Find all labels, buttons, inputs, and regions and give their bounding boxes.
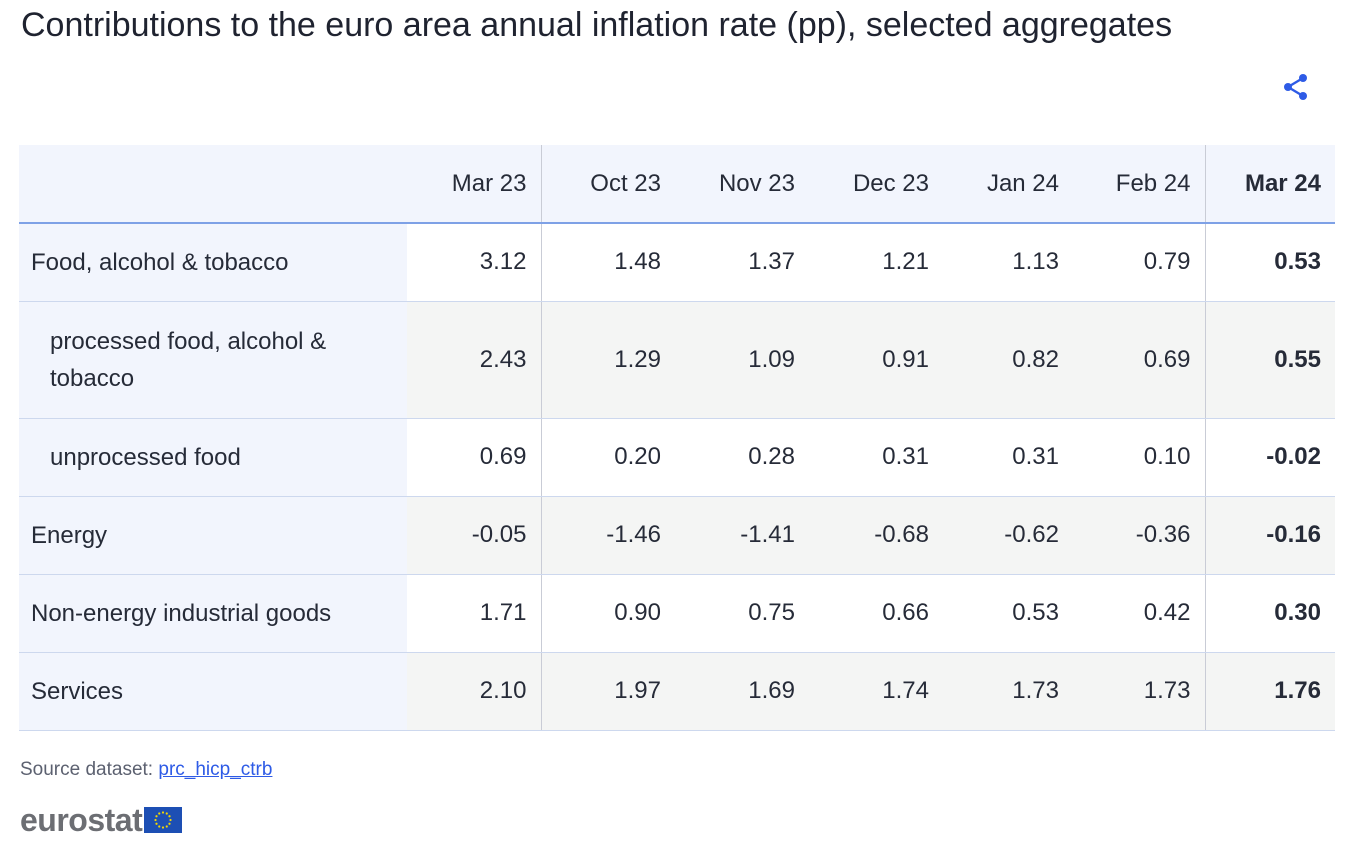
data-table: Mar 23 Oct 23 Nov 23 Dec 23 Jan 24 Feb 24 Mar … xyxy=(19,145,1335,731)
table-cell: -0.68 xyxy=(809,496,943,575)
column-header: Mar 24 xyxy=(1205,145,1335,224)
source-label: Source dataset: xyxy=(20,759,154,780)
flag-star xyxy=(154,818,157,822)
column-header: Feb 24 xyxy=(1073,145,1206,224)
row-label: Non-energy industrial goods xyxy=(19,574,407,653)
table-cell: -1.41 xyxy=(675,496,809,575)
column-header: Nov 23 xyxy=(675,145,809,224)
table-cell: 0.10 xyxy=(1073,418,1206,497)
table-cell: 1.37 xyxy=(675,223,809,302)
table-cell: 1.97 xyxy=(541,652,675,731)
page-title: Contributions to the euro area annual in… xyxy=(21,6,1173,44)
column-header: Dec 23 xyxy=(809,145,943,224)
table-cell: 1.48 xyxy=(541,223,675,302)
column-header: Jan 24 xyxy=(943,145,1073,224)
row-label: Energy xyxy=(19,496,407,575)
column-header: Oct 23 xyxy=(541,145,675,224)
table-header-row: Mar 23 Oct 23 Nov 23 Dec 23 Jan 24 Feb 24 Mar … xyxy=(19,145,1335,224)
table-row: processed food, alcohol & tobacco 2.43 1.2… xyxy=(19,301,1335,419)
table-cell: 3.12 xyxy=(407,223,542,302)
flag-star xyxy=(158,825,161,828)
table-cell: 1.76 xyxy=(1205,652,1335,731)
table-cell: 0.30 xyxy=(1205,574,1335,653)
column-header: Mar 23 xyxy=(407,145,542,224)
table-cell: 2.10 xyxy=(407,652,542,731)
table-cell: -1.46 xyxy=(541,496,675,575)
flag-star xyxy=(162,826,165,829)
table-cell: 0.28 xyxy=(675,418,809,497)
table-cell: 0.55 xyxy=(1205,301,1335,419)
row-label: unprocessed food xyxy=(19,418,407,497)
table-row: Energy -0.05 -1.46 -1.41 -0.68 -0.62 -0.36 -0.1… xyxy=(19,496,1335,575)
table-row: Non-energy industrial goods 1.71 0.90 0.75 0… xyxy=(19,574,1335,653)
table-cell: 0.31 xyxy=(943,418,1073,497)
flag-field xyxy=(144,807,183,833)
table-body: Food, alcohol & tobacco 3.12 1.48 1.37 1.21 1… xyxy=(19,223,1335,731)
table-cell: 0.20 xyxy=(541,418,675,497)
table-cell: 1.73 xyxy=(1073,652,1206,731)
row-label: Food, alcohol & tobacco xyxy=(19,223,407,302)
table-cell: 2.43 xyxy=(407,301,542,419)
table-cell: 0.69 xyxy=(407,418,542,497)
flag-star xyxy=(155,815,158,818)
table-cell: 0.69 xyxy=(1073,301,1206,419)
table-cell: 0.66 xyxy=(809,574,943,653)
table-cell: -0.16 xyxy=(1205,496,1335,575)
table-cell: 0.53 xyxy=(1205,223,1335,302)
row-label: Services xyxy=(19,652,407,731)
flag-star xyxy=(168,815,171,818)
table-cell: 0.91 xyxy=(809,301,943,419)
table-cell: -0.36 xyxy=(1073,496,1206,575)
row-label: processed food, alcohol & tobacco xyxy=(19,301,407,419)
table-cell: 0.90 xyxy=(541,574,675,653)
table-cell: 0.82 xyxy=(943,301,1073,419)
table-cell: 0.42 xyxy=(1073,574,1206,653)
flag-star xyxy=(168,822,171,825)
table-cell: 0.31 xyxy=(809,418,943,497)
flag-star xyxy=(158,812,161,815)
table-cell: 1.69 xyxy=(675,652,809,731)
table-cell: 0.79 xyxy=(1073,223,1206,302)
eu-flag-icon xyxy=(144,807,183,833)
share-icon[interactable] xyxy=(1281,72,1311,102)
flag-star xyxy=(155,822,158,825)
table-cell: 1.13 xyxy=(943,223,1073,302)
table-cell: 0.53 xyxy=(943,574,1073,653)
flag-star xyxy=(165,825,169,828)
flag-star xyxy=(169,818,172,822)
table-cell: -0.02 xyxy=(1205,418,1335,497)
table-cell: -0.62 xyxy=(943,496,1073,575)
table-row: unprocessed food 0.69 0.20 0.28 0.31 0.31 0.10… xyxy=(19,418,1335,497)
source-dataset-link[interactable]: prc_hicp_ctrb xyxy=(158,759,273,780)
table-row: Services 2.10 1.97 1.69 1.74 1.73 1.73 1.76 xyxy=(19,652,1335,731)
table-cell: 1.09 xyxy=(675,301,809,419)
table-row: Food, alcohol & tobacco 3.12 1.48 1.37 1.21 1… xyxy=(19,223,1335,302)
flag-star xyxy=(165,812,169,815)
eurostat-logo: eurostat xyxy=(20,801,183,838)
source-note: Source dataset: prc_hicp_ctrb xyxy=(20,759,272,781)
table-cell: 1.73 xyxy=(943,652,1073,731)
table-cell: 1.71 xyxy=(407,574,542,653)
table-cell: 1.21 xyxy=(809,223,943,302)
table-cell: 1.29 xyxy=(541,301,675,419)
table-cell: -0.05 xyxy=(407,496,542,575)
table-cell: 1.74 xyxy=(809,652,943,731)
flag-star xyxy=(162,811,165,814)
table-corner-cell xyxy=(19,145,407,224)
logo-text: eurostat xyxy=(20,801,143,838)
table-cell: 0.75 xyxy=(675,574,809,653)
